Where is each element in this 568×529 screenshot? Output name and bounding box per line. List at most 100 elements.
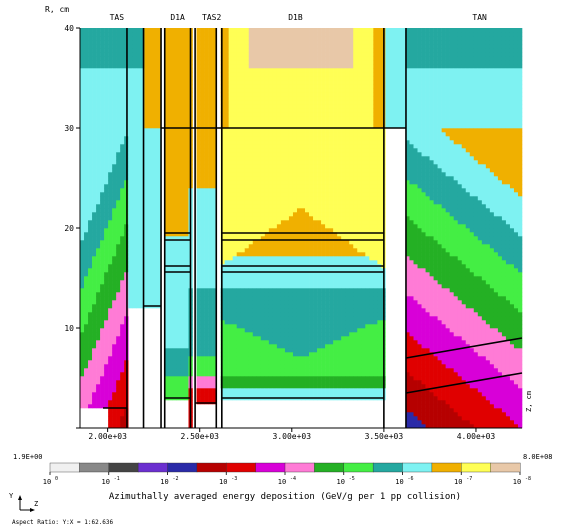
heatmap-cell: [104, 200, 109, 205]
heatmap-cell: [236, 220, 242, 225]
heatmap-cell: [280, 244, 286, 249]
heatmap-cell: [305, 276, 310, 281]
heatmap-cell: [120, 164, 125, 169]
heatmap-cell: [268, 332, 274, 337]
heatmap-cell: [272, 300, 278, 305]
heatmap-cell: [84, 176, 89, 181]
heatmap-cell: [116, 364, 121, 369]
heatmap-cell: [236, 204, 242, 209]
heatmap-cell: [292, 48, 298, 53]
heatmap-cell: [176, 172, 181, 177]
heatmap-cell: [256, 348, 262, 353]
heatmap-cell: [309, 224, 314, 229]
heatmap-cell: [228, 312, 233, 317]
heatmap-cell: [248, 120, 254, 125]
heatmap-cell: [309, 300, 314, 305]
heatmap-cell: [148, 60, 153, 65]
heatmap-cell: [220, 76, 225, 81]
heatmap-cell: [96, 188, 101, 193]
heatmap-cell: [200, 172, 205, 177]
heatmap-cell: [168, 76, 173, 81]
heatmap-cell: [156, 104, 161, 109]
heatmap-cell: [116, 340, 121, 345]
heatmap-cell: [96, 192, 101, 197]
heatmap-cell: [280, 220, 286, 225]
heatmap-cell: [196, 344, 201, 349]
heatmap-cell: [240, 144, 246, 149]
heatmap-cell: [260, 156, 266, 161]
heatmap-cell: [132, 116, 137, 121]
heatmap-cell: [156, 244, 161, 249]
heatmap-cell: [204, 100, 209, 105]
heatmap-cell: [232, 392, 238, 397]
heatmap-cell: [296, 272, 302, 277]
heatmap-cell: [301, 224, 306, 229]
heatmap-cell: [156, 228, 161, 233]
heatmap-cell: [244, 248, 250, 253]
heatmap-cell: [136, 204, 141, 209]
heatmap-cell: [264, 252, 270, 257]
heatmap-cell: [296, 384, 302, 389]
heatmap-cell: [84, 84, 89, 89]
heatmap-cell: [272, 96, 278, 101]
heatmap-cell: [92, 244, 97, 249]
heatmap-cell: [240, 364, 246, 369]
heatmap-cell: [240, 64, 246, 69]
heatmap-cell: [140, 48, 145, 53]
heatmap-cell: [128, 240, 133, 245]
heatmap-cell: [305, 288, 310, 293]
heatmap-cell: [292, 152, 298, 157]
heatmap-cell: [196, 288, 201, 293]
heatmap-cell: [244, 176, 250, 181]
heatmap-cell: [152, 284, 157, 289]
heatmap-cell: [244, 64, 250, 69]
heatmap-cell: [164, 316, 169, 321]
heatmap-cell: [84, 288, 89, 293]
heatmap-cell: [144, 252, 149, 257]
heatmap-cell: [301, 228, 306, 233]
heatmap-cell: [120, 160, 125, 165]
heatmap-cell: [280, 328, 286, 333]
heatmap-cell: [120, 352, 125, 357]
heatmap-cell: [96, 232, 101, 237]
heatmap-cell: [96, 304, 101, 309]
heatmap-cell: [116, 148, 121, 153]
heatmap-cell: [104, 80, 109, 85]
heatmap-cell: [156, 252, 161, 257]
heatmap-cell: [268, 108, 274, 113]
heatmap-cell: [248, 136, 254, 141]
heatmap-cell: [220, 112, 225, 117]
heatmap-cell: [280, 268, 286, 273]
heatmap-cell: [172, 44, 177, 49]
heatmap-cell: [268, 336, 274, 341]
heatmap-cell: [309, 236, 314, 241]
heatmap-cell: [288, 344, 294, 349]
heatmap-cell: [244, 120, 250, 125]
heatmap-cell: [172, 196, 177, 201]
heatmap-cell: [176, 48, 181, 53]
heatmap-cell: [92, 56, 97, 61]
heatmap-cell: [112, 372, 117, 377]
heatmap-cell: [80, 32, 85, 37]
heatmap-cell: [196, 268, 201, 273]
heatmap-cell: [196, 364, 201, 369]
heatmap-cell: [288, 288, 294, 293]
heatmap-cell: [112, 300, 117, 305]
heatmap-cell: [132, 192, 137, 197]
heatmap-cell: [264, 180, 270, 185]
heatmap-cell: [208, 212, 213, 217]
heatmap-cell: [104, 136, 109, 141]
heatmap-cell: [128, 296, 133, 301]
heatmap-cell: [100, 72, 105, 77]
heatmap-cell: [120, 48, 125, 53]
heatmap-cell: [260, 384, 266, 389]
heatmap-cell: [196, 264, 201, 269]
heatmap-cell: [172, 336, 177, 341]
heatmap-cell: [220, 140, 225, 145]
heatmap-cell: [288, 292, 294, 297]
heatmap-cell: [276, 312, 282, 317]
heatmap-cell: [140, 116, 145, 121]
heatmap-cell: [305, 216, 310, 221]
heatmap-cell: [132, 304, 137, 309]
heatmap-cell: [228, 48, 233, 53]
